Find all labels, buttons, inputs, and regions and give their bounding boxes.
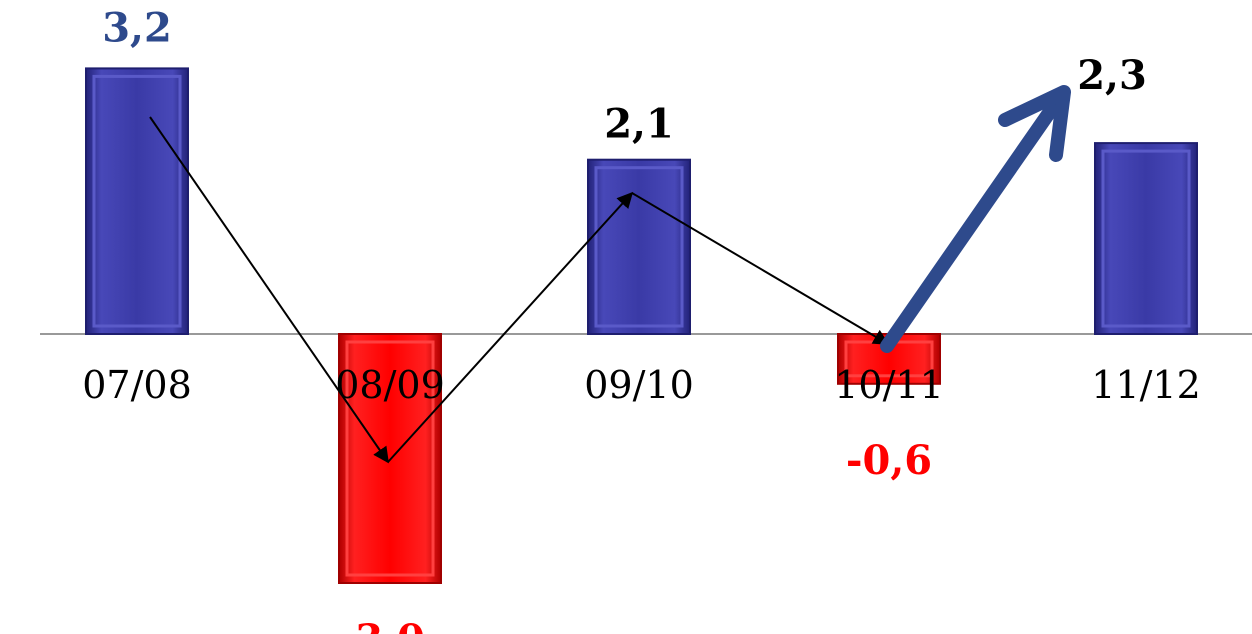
- bar-09-10: [587, 158, 691, 335]
- category-label: 09/10: [584, 363, 694, 407]
- category-label: 11/12: [1091, 363, 1201, 407]
- category-label: 08/09: [335, 363, 445, 407]
- bar-11-12: [1094, 142, 1198, 335]
- value-label: 3,0: [355, 616, 425, 634]
- category-label: 10/11: [834, 363, 944, 407]
- value-label: -0,6: [846, 437, 932, 484]
- trend-arrow-segment: [149, 116, 389, 464]
- value-label: 3,2: [102, 4, 172, 51]
- trend-arrow-segment: [631, 192, 890, 345]
- value-label: 2,3: [1077, 52, 1147, 99]
- trend-arrow-segment: [387, 191, 634, 463]
- bar-07-08: [85, 67, 189, 336]
- upward-trend-arrow: [880, 85, 1071, 353]
- value-label: 2,1: [604, 101, 674, 148]
- category-label: 07/08: [82, 363, 192, 407]
